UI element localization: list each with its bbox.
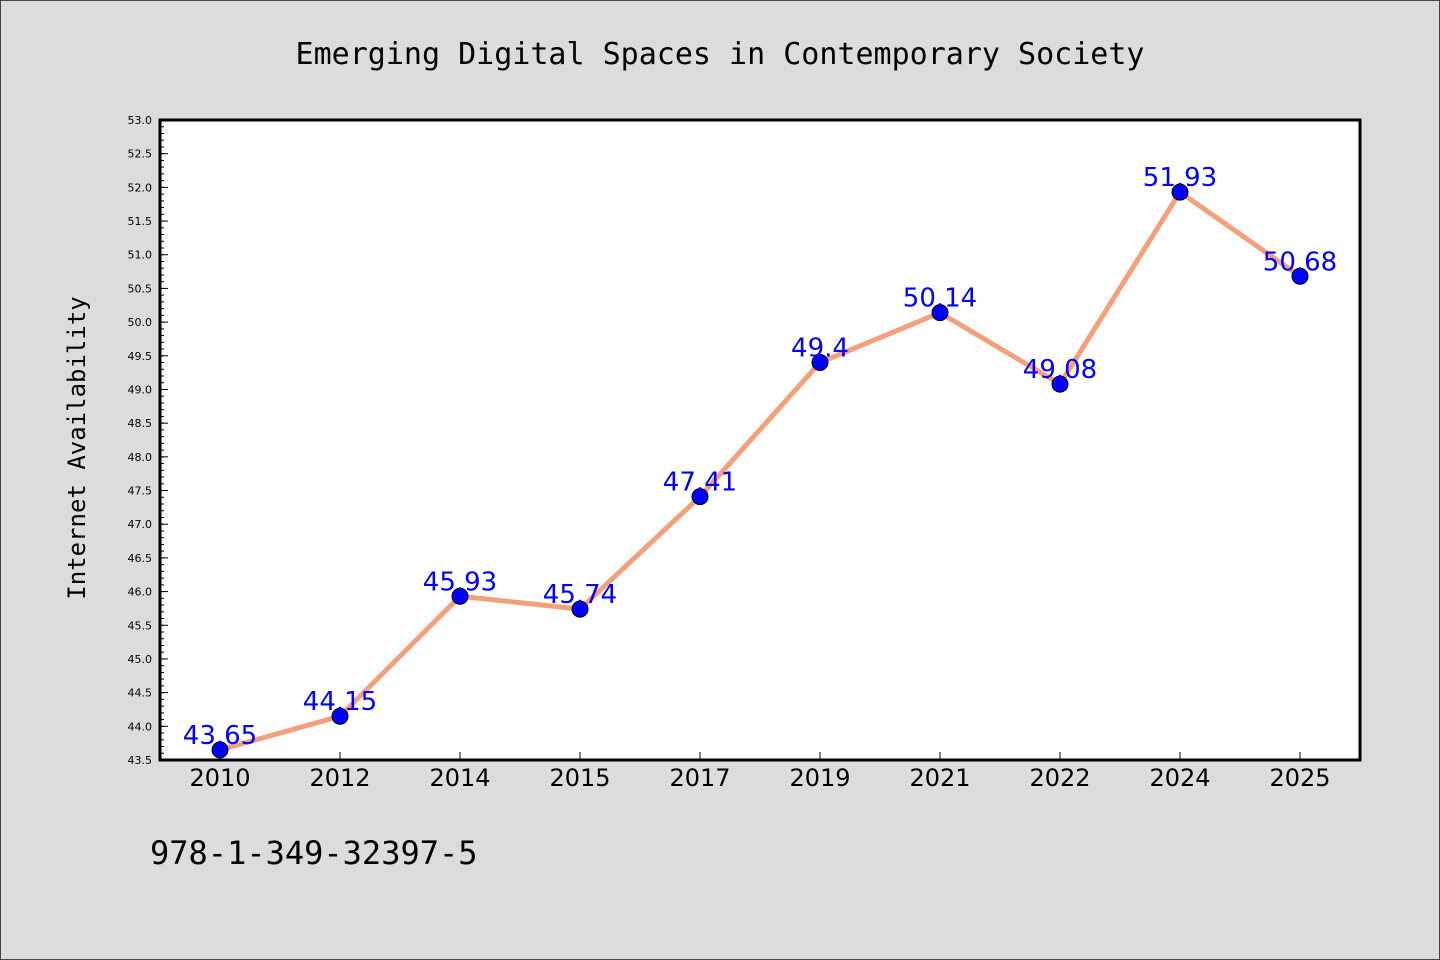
series-markers [211,183,1309,759]
data-point [931,304,949,322]
y-tick-label: 52.5 [128,148,153,161]
data-label: 50.14 [903,284,977,314]
data-point [1171,183,1189,201]
y-tick-label: 44.5 [128,687,153,700]
y-tick-label: 51.0 [128,249,153,262]
data-label: 50.68 [1263,247,1337,277]
y-tick-label: 43.5 [128,754,153,767]
data-point [211,741,229,759]
data-label: 49.08 [1023,355,1097,385]
plot-area [158,118,1362,762]
y-tick-label: 49.0 [128,383,153,396]
y-tick-label: 46.0 [128,586,153,599]
y-tick-label: 47.5 [128,485,153,498]
x-tick-label: 2015 [549,764,610,792]
x-tick-label: 2024 [1149,764,1210,792]
data-point [811,354,829,372]
y-tick-label: 44.0 [128,720,153,733]
data-labels: 43.65 44.15 45.93 45.74 47.41 49.4 50.14 49.08 5… [183,163,1337,751]
y-tick-label: 50.0 [128,316,153,329]
y-tick-label: 49.5 [128,350,153,363]
x-axis-ticks: 2010 2012 2014 2015 2017 2019 2021 2022 2024 2025 [189,752,1331,792]
data-label: 43.65 [183,721,257,751]
x-tick-label: 2019 [789,764,850,792]
isbn-text: 978-1-349-32397-5 [150,834,478,872]
data-point [451,587,469,605]
data-label: 44.15 [303,687,377,717]
data-label: 49.4 [791,334,849,364]
data-point [331,707,349,725]
data-label: 45.74 [543,580,617,610]
data-label: 47.41 [663,468,737,498]
data-point [691,488,709,506]
y-tick-label: 46.5 [128,552,153,565]
y-axis-label: Internet Availability [63,296,91,599]
data-point [571,600,589,618]
y-tick-label: 45.5 [128,619,153,632]
y-tick-label: 45.0 [128,653,153,666]
series-polyline [217,189,1303,753]
chart-title: Emerging Digital Spaces in Contemporary … [296,37,1145,72]
data-point [1051,375,1069,393]
x-tick-label: 2010 [189,764,250,792]
y-tick-label: 51.5 [128,215,153,228]
x-tick-label: 2014 [429,764,490,792]
data-label: 51.93 [1143,163,1217,193]
x-tick-label: 2025 [1269,764,1330,792]
x-tick-label: 2022 [1029,764,1090,792]
x-tick-label: 2021 [909,764,970,792]
y-tick-label: 47.0 [128,518,153,531]
y-tick-label: 48.5 [128,417,153,430]
series-line [217,189,1303,753]
x-tick-label: 2012 [309,764,370,792]
y-tick-label: 50.5 [128,282,153,295]
y-tick-label: 48.0 [128,451,153,464]
x-tick-label: 2017 [669,764,730,792]
y-axis-ticks: 43.5 44.0 44.5 45.0 45.5 46.0 46.5 47.0 47.5 48.0… [128,114,168,767]
y-tick-label: 52.0 [128,181,153,194]
data-label: 45.93 [423,567,497,597]
y-tick-label: 53.0 [128,114,153,127]
data-point [1291,267,1309,285]
